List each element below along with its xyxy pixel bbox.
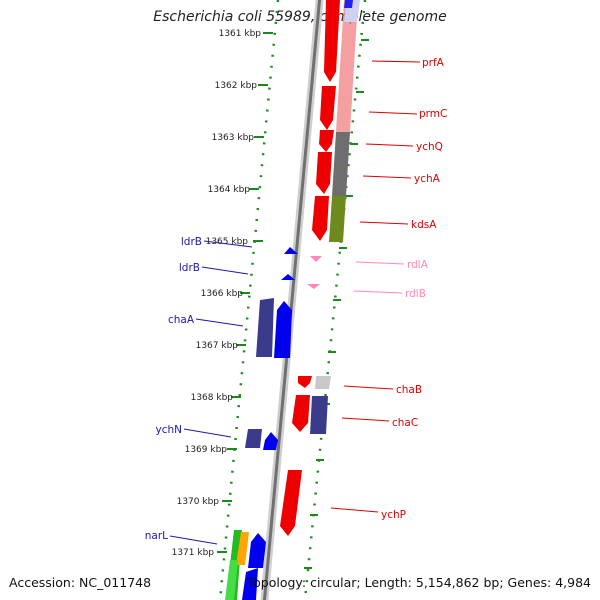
gene-narL-blue-shape-2	[242, 568, 258, 600]
tick-label: 1363 kbp	[212, 133, 255, 143]
tick-label: 1361 kbp	[219, 29, 262, 39]
gene-label-ychQ[interactable]: ychQ	[416, 141, 443, 153]
right-gene-labels: prfA prmC ychQ ychA kdsA rdlA rdlB chaB …	[330, 57, 447, 521]
gene-rdlA-shape[interactable]	[310, 256, 322, 262]
gene-chaB-shape[interactable]	[298, 376, 312, 388]
left-guide-line	[218, 0, 280, 600]
tick-label: 1365 kbp	[206, 237, 249, 247]
gene-prfA-shape[interactable]	[324, 0, 340, 82]
gene-label-chaA[interactable]: chaA	[168, 314, 195, 326]
tick-label: 1366 kbp	[201, 289, 244, 299]
leader-line	[368, 111, 418, 115]
gene-block-olive	[329, 196, 346, 242]
leader-line	[169, 535, 218, 545]
leader-line	[359, 221, 409, 225]
gene-label-ldrB[interactable]: ldrB	[181, 236, 202, 248]
tick-label: 1371 kbp	[172, 548, 215, 558]
leader-line	[353, 290, 403, 294]
gene-chaB-grey-shape	[315, 376, 331, 389]
gene-label-ychN[interactable]: ychN	[156, 424, 183, 436]
gene-chaA-shape[interactable]	[256, 298, 274, 357]
leader-line	[355, 261, 405, 265]
gene-label-prfA[interactable]: prfA	[422, 57, 445, 69]
leader-line	[341, 417, 390, 422]
gene-label-rdlA[interactable]: rdlA	[407, 259, 429, 271]
gene-ldrB-shape[interactable]	[284, 247, 298, 254]
leader-line	[362, 175, 412, 179]
right-guide-line	[303, 0, 367, 600]
gene-rdlB-shape[interactable]	[307, 284, 320, 289]
leader-line	[201, 266, 249, 275]
gene-chaA-blue-shape[interactable]	[274, 301, 292, 358]
gene-label-ychP[interactable]: ychP	[381, 509, 406, 521]
gene-label-ychA[interactable]: ychA	[414, 173, 441, 185]
gene-label-chaC[interactable]: chaC	[392, 417, 418, 429]
gene-block-faint	[336, 0, 358, 132]
leader-line	[195, 318, 244, 327]
gene-ldrB-shape-2[interactable]	[281, 274, 295, 280]
tick-label: 1364 kbp	[208, 185, 251, 195]
gene-chaC-navy-shape[interactable]	[310, 396, 328, 434]
gene-narL-orange-shape	[236, 532, 249, 565]
tick-label: 1368 kbp	[191, 393, 234, 403]
left-gene-labels: ldrB ldrB chaA ychN narL	[145, 236, 253, 545]
gene-block-grey	[332, 132, 350, 196]
gene-narL-blue-shape[interactable]	[248, 533, 266, 568]
gene-ychA-shape[interactable]	[316, 152, 332, 194]
leader-line	[203, 240, 253, 248]
gene-label-kdsA[interactable]: kdsA	[411, 219, 437, 231]
gene-ychN-blue-shape[interactable]	[263, 432, 278, 450]
genome-summary-text: Topology: circular; Length: 5,154,862 bp…	[247, 575, 591, 590]
right-tick-group	[304, 39, 369, 569]
tick-label: 1369 kbp	[185, 445, 228, 455]
leader-line	[371, 60, 421, 63]
gene-kdsA-shape[interactable]	[312, 196, 329, 241]
gene-label-rdlB[interactable]: rdlB	[405, 288, 426, 300]
tick-label: 1370 kbp	[177, 497, 220, 507]
gene-label-ldrB-2[interactable]: ldrB	[179, 262, 200, 274]
gene-chaC-shape[interactable]	[292, 395, 310, 432]
genome-title: Escherichia coli 55989, complete genome	[153, 9, 447, 25]
accession-text: Accession: NC_011748	[9, 575, 152, 590]
leader-line	[343, 385, 394, 390]
gene-ychP-shape[interactable]	[280, 470, 302, 536]
genome-axis-core	[262, 0, 322, 600]
gene-prmC-shape[interactable]	[320, 86, 336, 130]
gene-label-narL[interactable]: narL	[145, 530, 168, 542]
gene-label-chaB[interactable]: chaB	[396, 384, 422, 396]
leader-line	[330, 507, 379, 513]
gene-label-prmC[interactable]: prmC	[419, 108, 447, 120]
gene-narL-green-shape-2	[225, 560, 238, 600]
tick-label: 1367 kbp	[196, 341, 239, 351]
leader-line	[365, 143, 414, 147]
red-genes-upper	[312, 0, 340, 241]
tick-label: 1362 kbp	[215, 81, 258, 91]
gene-ychN-shape[interactable]	[245, 429, 262, 448]
tick-group: 1361 kbp 1362 kbp 1363 kbp 1364 kbp 1365…	[172, 29, 273, 558]
leader-line	[183, 428, 232, 438]
gene-ychQ-shape[interactable]	[319, 130, 334, 152]
gene-block-faint	[344, 0, 353, 8]
